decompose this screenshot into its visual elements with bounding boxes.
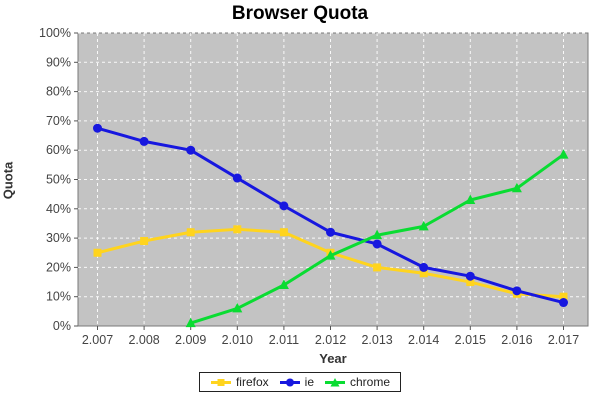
y-tick-label: 0% xyxy=(53,319,71,333)
marker-ie xyxy=(465,271,475,281)
marker-firefox xyxy=(466,278,475,287)
y-tick-label: 100% xyxy=(39,26,71,40)
marker-chrome xyxy=(325,250,336,260)
chrome-legend-marker-icon xyxy=(325,377,345,386)
marker-firefox xyxy=(559,292,568,301)
x-tick-label: 2.015 xyxy=(455,333,486,347)
legend-box: firefox ie chrome xyxy=(198,372,402,392)
x-tick-label: 2.013 xyxy=(361,333,392,347)
marker-ie xyxy=(559,298,568,308)
legend-item-chrome: chrome xyxy=(324,376,390,388)
legend-label-chrome: chrome xyxy=(350,375,391,389)
y-axis-title: Quota xyxy=(0,161,16,200)
x-tick-label: 2.011 xyxy=(269,333,299,347)
marker-chrome xyxy=(185,317,196,328)
marker-chrome xyxy=(511,182,522,193)
x-axis-title: Year xyxy=(319,351,347,366)
marker-firefox xyxy=(93,248,102,257)
chart-title: Browser Quota xyxy=(231,3,369,24)
y-tick-label: 80% xyxy=(46,85,71,99)
ie-legend-marker-icon xyxy=(279,378,300,386)
marker-firefox xyxy=(419,269,428,278)
marker-ie xyxy=(372,239,382,249)
legend-item-ie: ie xyxy=(279,376,314,388)
marker-ie xyxy=(232,173,242,183)
x-tick-label: 2.012 xyxy=(315,333,346,347)
marker-chrome xyxy=(418,220,429,231)
x-tick-label: 2.007 xyxy=(82,333,113,347)
marker-ie xyxy=(186,145,196,155)
marker-ie xyxy=(326,227,335,237)
legend-label-ie: ie xyxy=(304,375,314,389)
marker-chrome xyxy=(372,229,383,240)
y-tick-label: 20% xyxy=(46,260,71,274)
marker-ie xyxy=(419,262,429,272)
x-tick-label: 2.010 xyxy=(222,333,253,347)
x-tick-label: 2.016 xyxy=(501,333,532,347)
legend: firefox ie chrome xyxy=(0,372,600,393)
y-tick-label: 90% xyxy=(46,55,71,69)
x-tick-label: 2.009 xyxy=(175,333,206,347)
legend-label-firefox: firefox xyxy=(235,375,269,389)
marker-firefox xyxy=(140,237,149,246)
x-tick-label: 2.017 xyxy=(548,333,579,347)
y-tick-label: 60% xyxy=(46,143,71,157)
y-tick-label: 50% xyxy=(46,173,71,187)
marker-chrome xyxy=(465,194,476,205)
marker-ie xyxy=(93,123,102,133)
y-tick-label: 40% xyxy=(46,202,71,216)
marker-ie xyxy=(139,136,149,146)
x-tick-label: 2.014 xyxy=(408,333,439,347)
marker-ie xyxy=(279,201,289,211)
marker-ie xyxy=(512,286,522,296)
marker-firefox xyxy=(279,228,288,237)
y-tick-label: 70% xyxy=(46,114,71,128)
y-tick-label: 10% xyxy=(46,290,71,304)
legend-item-firefox: firefox xyxy=(210,376,269,388)
marker-firefox xyxy=(233,225,242,234)
marker-chrome xyxy=(278,279,289,289)
firefox-legend-marker-icon xyxy=(210,378,231,386)
y-tick-label: 30% xyxy=(46,231,71,245)
x-tick-label: 2.008 xyxy=(128,333,159,347)
marker-firefox xyxy=(373,263,382,272)
marker-chrome xyxy=(558,149,569,159)
marker-chrome xyxy=(232,302,243,313)
marker-firefox xyxy=(186,228,195,237)
